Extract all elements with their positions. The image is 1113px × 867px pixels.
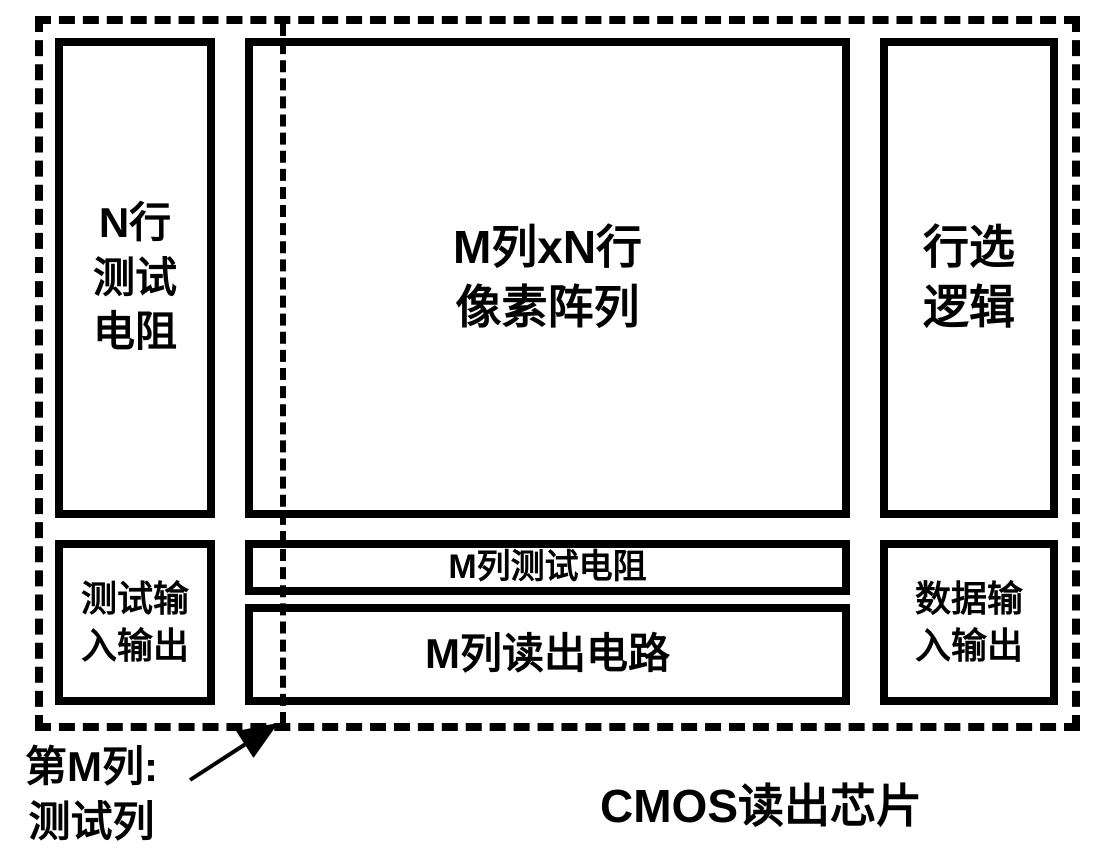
block-pixel-array: M列xN行 像素阵列: [245, 38, 850, 518]
block-label: M列xN行 像素阵列: [453, 218, 642, 338]
cmos-chip-label: CMOS读出芯片: [600, 770, 922, 836]
block-data-io: 数据输 入输出: [880, 540, 1058, 705]
block-m-col-readout-circuit: M列读出电路: [245, 604, 850, 705]
block-label: 行选 逻辑: [923, 218, 1015, 338]
test-column-divider: [280, 24, 286, 724]
block-row-select-logic: 行选 逻辑: [880, 38, 1058, 518]
block-label: M列测试电阻: [448, 545, 646, 589]
block-n-row-test-resistor: N行 测试 电阻: [55, 38, 215, 518]
block-test-io: 测试输 入输出: [55, 540, 215, 705]
block-label: 测试输 入输出: [81, 576, 189, 670]
block-label: M列读出电路: [425, 627, 670, 682]
arrow-line: [190, 725, 275, 780]
block-m-col-test-resistor: M列测试电阻: [245, 540, 850, 595]
test-column-label: 第M列: 测试列: [25, 740, 158, 849]
block-label: 数据输 入输出: [915, 576, 1023, 670]
block-label: N行 测试 电阻: [93, 196, 177, 360]
